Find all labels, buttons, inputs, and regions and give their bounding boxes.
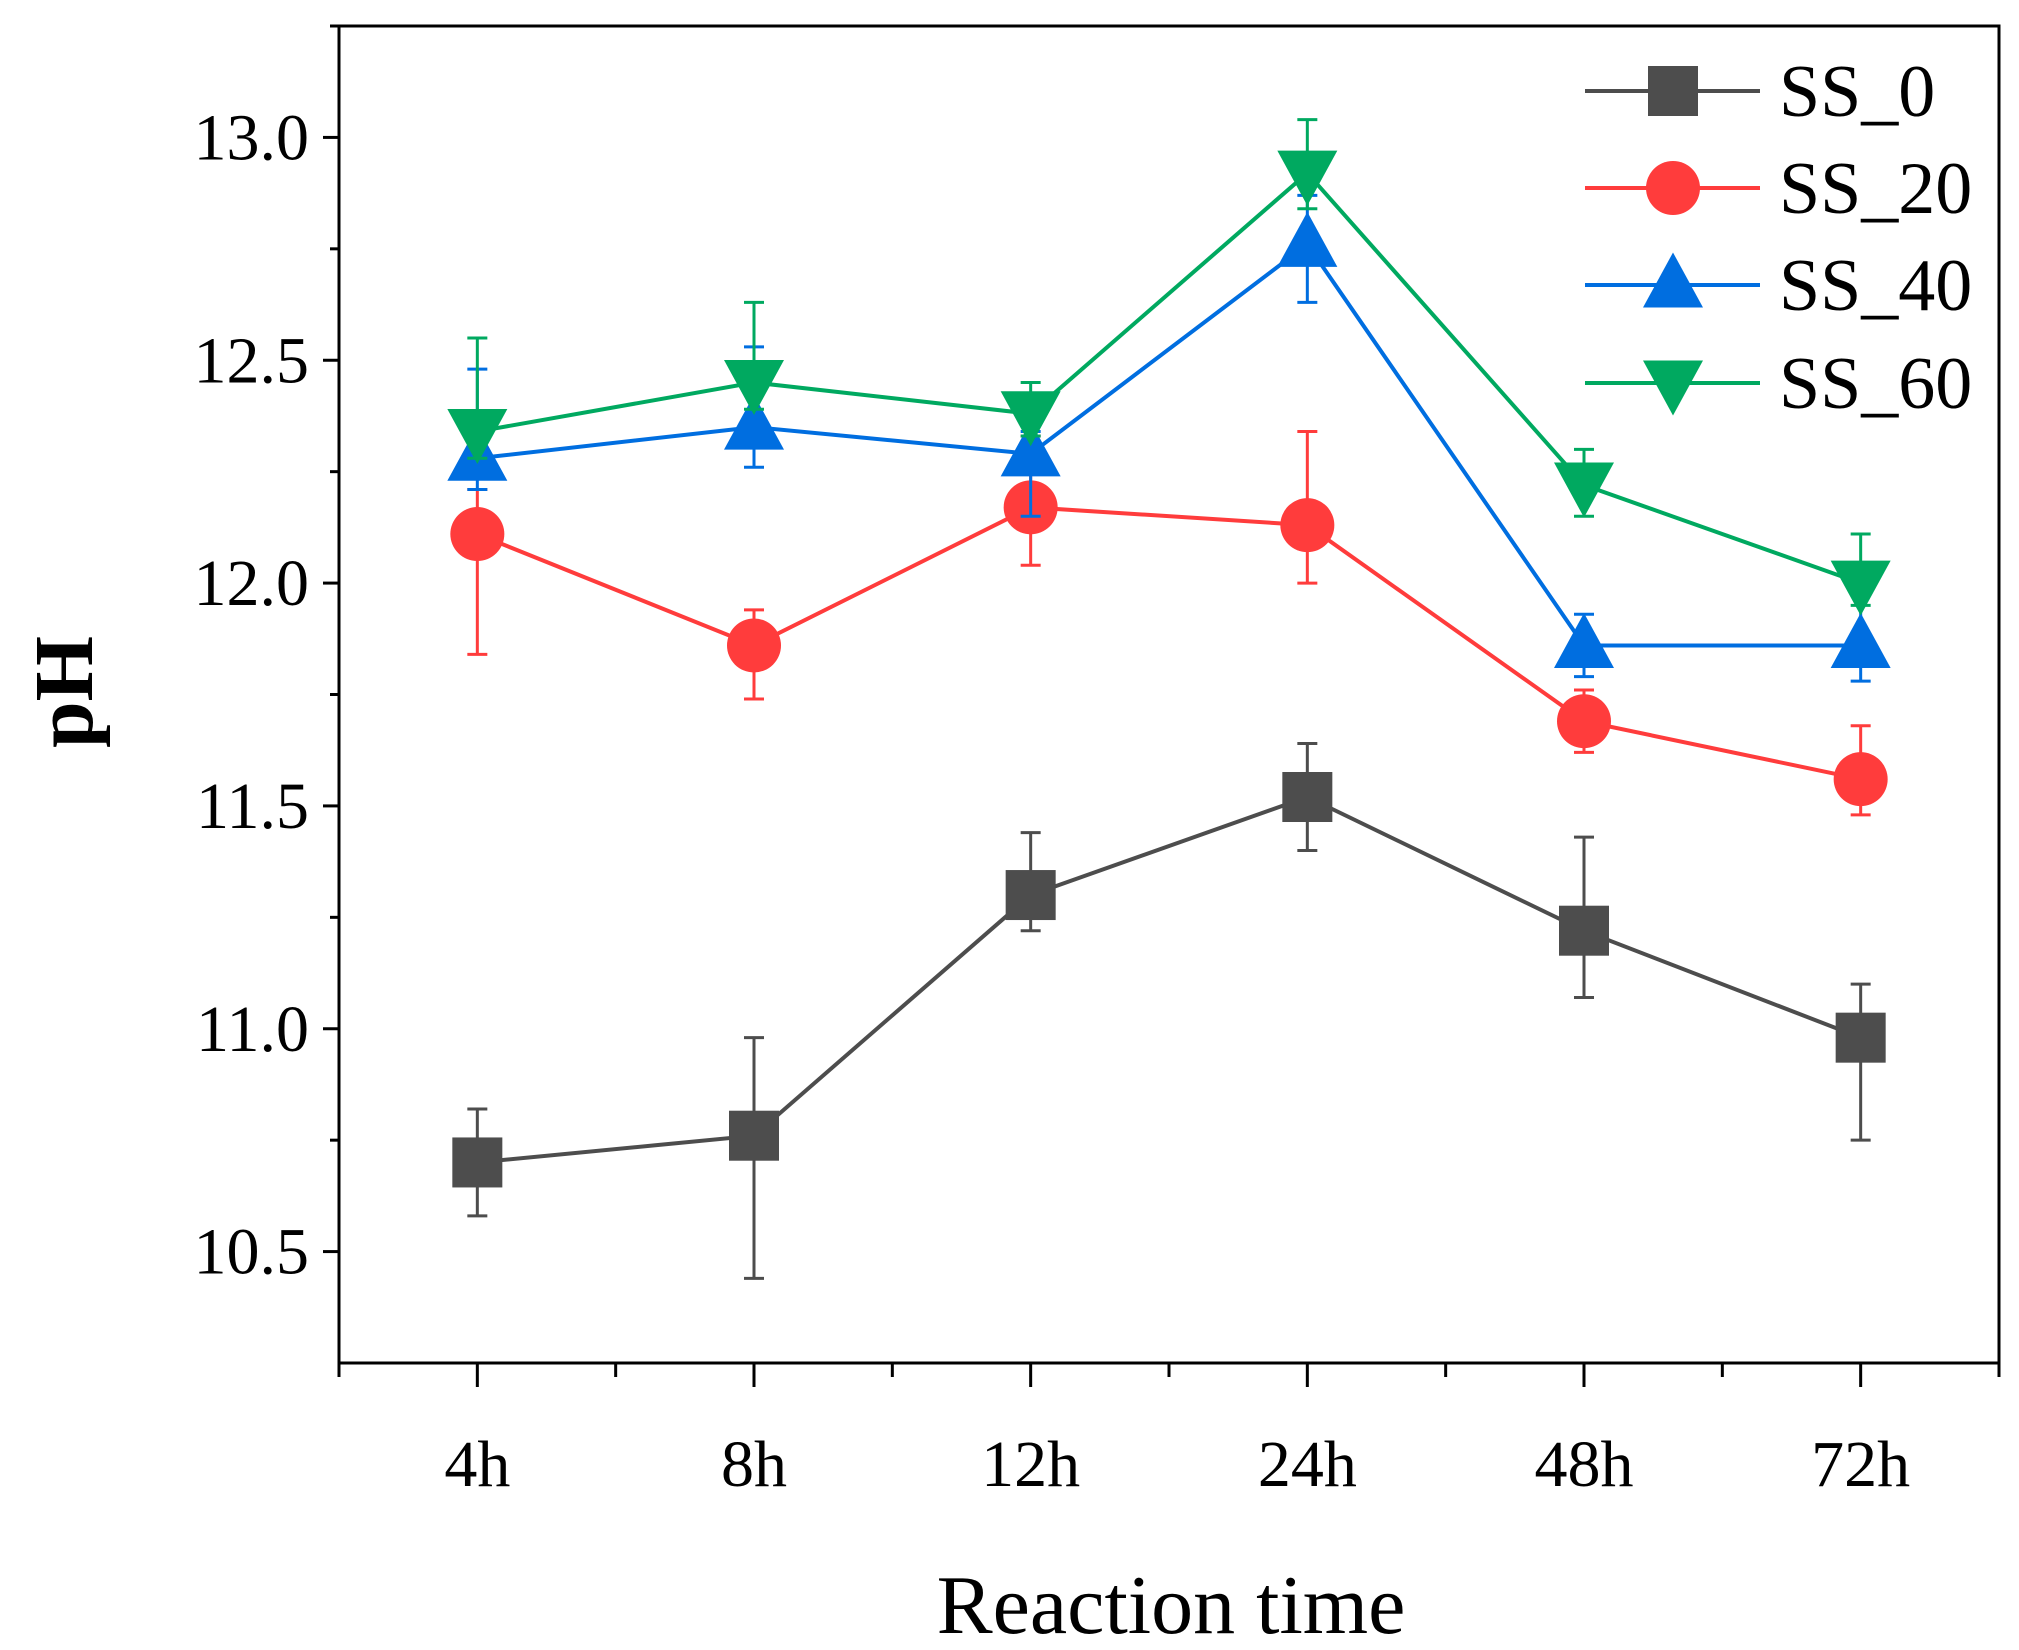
legend-item: SS_0: [1585, 51, 1935, 133]
data-point: [1830, 560, 1891, 616]
legend-marker: [1643, 252, 1703, 308]
data-point: [724, 394, 784, 450]
x-tick-label: 72h: [1811, 1428, 1910, 1501]
legend-item: SS_20: [1585, 148, 1972, 230]
legend-label: SS_20: [1779, 148, 1972, 230]
data-point: [727, 618, 781, 673]
data-point: [1559, 905, 1609, 956]
data-point: [452, 1137, 503, 1188]
series-ss-40: [447, 193, 1891, 683]
data-point: [1833, 752, 1888, 807]
data-point: [1000, 421, 1061, 477]
y-tick-label: 12.5: [194, 324, 310, 397]
data-point: [450, 507, 505, 562]
x-tick-label: 24h: [1258, 1428, 1357, 1501]
x-tick-label: 8h: [721, 1428, 787, 1501]
series-line: [477, 794, 1862, 1165]
series-line: [476, 505, 1862, 782]
plot-marks: [447, 118, 1891, 1280]
data-point: [724, 360, 784, 416]
series-line: [476, 170, 1862, 585]
legend: SS_0 SS_20 SS_40 SS_60: [1585, 51, 1972, 425]
data-point: [1280, 498, 1335, 553]
data-point: [1282, 772, 1333, 823]
plot-frame: [337, 24, 2001, 1365]
data-point: [1830, 612, 1891, 668]
series-ss-0: [452, 742, 1886, 1280]
y-tick-label: 13.0: [194, 101, 310, 174]
data-point: [1000, 391, 1061, 447]
y-tick-label: 11.0: [196, 993, 309, 1066]
y-axis-label: pH: [18, 636, 111, 748]
y-tick-label: 10.5: [194, 1216, 310, 1289]
data-point: [1554, 612, 1614, 668]
data-point: [447, 409, 508, 465]
x-tick-label: 12h: [981, 1428, 1080, 1501]
data-point: [1005, 870, 1056, 921]
legend-marker: [1648, 66, 1698, 116]
data-point: [1554, 462, 1614, 518]
legend-item: SS_40: [1585, 245, 1972, 327]
series-line: [477, 241, 1861, 648]
legend-item: SS_60: [1585, 343, 1972, 425]
x-tick-label: 48h: [1535, 1428, 1634, 1501]
series-ss-20: [450, 430, 1888, 817]
data-point: [1277, 150, 1338, 206]
legend-label: SS_0: [1779, 51, 1935, 133]
data-point: [1835, 1012, 1886, 1063]
legend-label: SS_40: [1779, 245, 1972, 327]
x-axis-label: Reaction time: [937, 1559, 1406, 1650]
data-point: [1277, 211, 1338, 267]
series-ss-60: [447, 118, 1891, 616]
y-tick-label: 11.5: [196, 770, 309, 843]
y-tick-label: 12.0: [194, 547, 310, 620]
legend-marker: [1646, 161, 1700, 215]
data-point: [729, 1110, 779, 1161]
legend-label: SS_60: [1779, 343, 1972, 425]
x-tick-label: 4h: [444, 1428, 510, 1501]
axes: 10.5 11.0 11.5 12.0 12.5 13.0 4h 8h 12h 24h 48h 72h: [194, 24, 2001, 1501]
data-point: [1557, 694, 1611, 749]
legend-marker: [1643, 360, 1703, 416]
